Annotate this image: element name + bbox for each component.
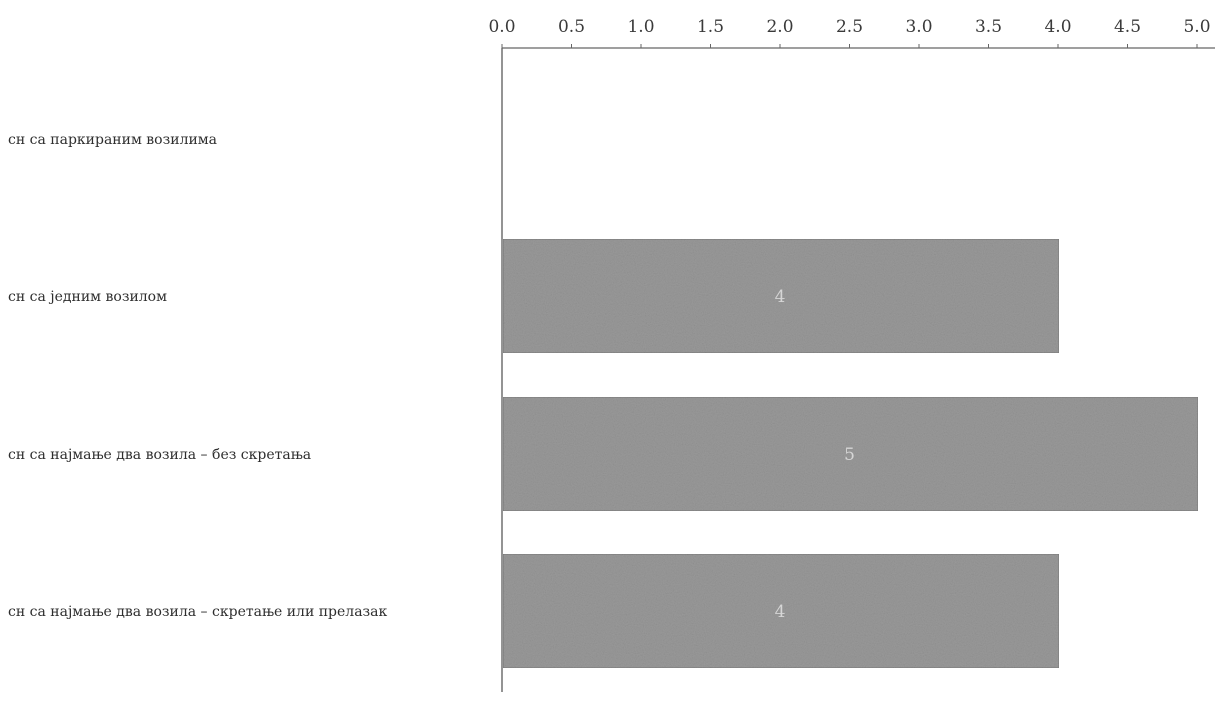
x-tick-label: 4.5 (1114, 17, 1141, 37)
x-tick-label: 1.0 (627, 17, 654, 37)
bar-value-label: 4 (775, 602, 786, 622)
x-tick-label: 5.0 (1183, 17, 1210, 37)
x-tick-label: 2.0 (766, 17, 793, 37)
x-tick-label: 0.5 (558, 17, 585, 37)
bar (502, 238, 1060, 354)
category-label: сн са паркираним возилима (8, 132, 217, 148)
x-tick-label: 4.0 (1044, 17, 1071, 37)
bar (502, 553, 1060, 669)
x-tick-label: 1.5 (697, 17, 724, 37)
bar (502, 396, 1199, 512)
x-tick-label: 2.5 (836, 17, 863, 37)
x-tick-label: 3.0 (905, 17, 932, 37)
category-label: сн са најмање два возила – скретање или … (8, 604, 388, 620)
category-label: сн са једним возилом (8, 289, 167, 305)
category-label: сн са најмање два возила – без скретања (8, 447, 311, 463)
bars: 4 5 4 (502, 238, 1199, 669)
category-labels: сн са паркираним возилима сн са једним во… (8, 132, 388, 620)
x-tick-label: 3.5 (975, 17, 1002, 37)
x-axis: 0.0 0.5 1.0 1.5 2.0 2.5 3.0 3.5 4.0 4.5 5.0 (488, 17, 1215, 692)
bar-value-label: 4 (775, 287, 786, 307)
x-tick-label: 0.0 (488, 17, 515, 37)
bar-value-label: 5 (844, 445, 855, 465)
